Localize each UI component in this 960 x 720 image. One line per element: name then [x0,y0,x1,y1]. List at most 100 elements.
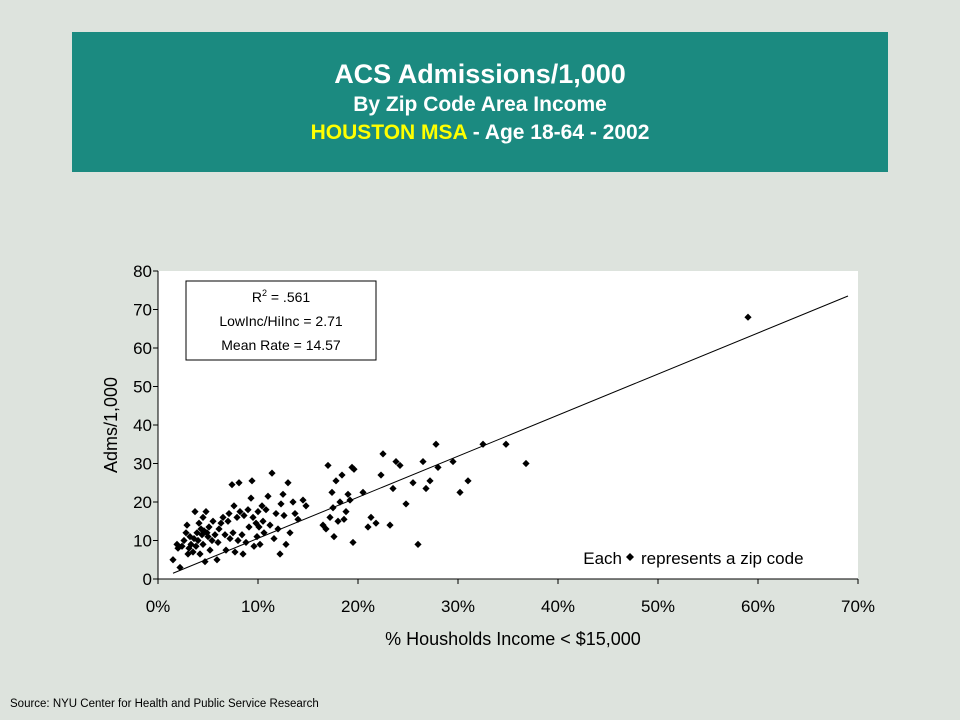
data-point [234,536,242,545]
data-point [203,529,211,537]
data-point [260,529,268,537]
age-year-label: - Age 18-64 - 2002 [466,121,650,144]
y-tick-label: 60 [133,339,152,358]
data-point [277,500,285,508]
data-point [183,521,191,529]
x-tick-label: 50% [641,597,675,616]
data-point [344,490,352,498]
data-point [392,457,400,466]
data-point [326,513,334,521]
data-point [217,519,225,527]
data-point [173,540,181,548]
y-tick-label: 30 [133,455,152,474]
data-point [284,479,292,487]
data-point [386,521,394,529]
data-point [196,550,204,558]
y-tick-label: 40 [133,416,152,435]
data-point [402,500,410,508]
data-point [432,440,440,448]
data-point [214,538,222,547]
data-point [280,511,288,520]
x-tick-label: 20% [341,597,375,616]
data-point [367,513,375,521]
data-point [231,548,239,556]
data-point [350,465,358,473]
data-point [456,488,464,496]
data-point [225,509,233,518]
data-point [204,533,212,541]
data-point [259,517,267,525]
data-point [219,513,227,521]
data-point [176,563,184,572]
data-point [359,488,367,496]
data-point [464,477,472,485]
region-label: HOUSTON MSA [310,121,467,144]
data-point [276,550,284,558]
chart-title: ACS Admissions/1,000 [334,59,626,89]
data-point [379,450,387,458]
data-point [349,538,357,547]
data-point [346,496,354,504]
data-point [255,523,263,531]
data-point [334,517,342,525]
y-tick-label: 80 [133,262,152,281]
data-point [238,531,246,539]
data-point [211,531,219,539]
data-point [191,508,199,516]
y-tick-label: 0 [143,570,152,589]
x-tick-label: 0% [146,597,171,616]
data-point [409,479,417,487]
data-point [322,525,330,533]
data-point [342,508,350,516]
x-tick-label: 60% [741,597,775,616]
data-point [502,440,510,448]
mean-rate-text: Mean Rate = 14.57 [221,337,341,353]
data-point [434,463,442,471]
data-point [332,477,340,485]
data-point [236,508,244,516]
y-tick-label: 10 [133,532,152,551]
data-point [224,517,232,525]
data-point [174,544,182,552]
data-point [245,523,253,531]
data-point [221,531,229,539]
data-point [364,523,372,531]
data-point [239,550,247,558]
data-point [209,517,217,525]
chart-subtitle: By Zip Code Area Income [353,93,607,116]
data-point [268,469,276,477]
data-point [319,521,327,529]
data-point [419,457,427,466]
data-point [330,533,338,541]
data-point [328,488,336,496]
data-point [185,544,193,552]
data-point [240,511,248,520]
data-point [192,542,200,550]
data-point [180,536,188,545]
data-point [205,523,213,531]
data-point [329,504,337,512]
data-point [193,529,201,537]
data-point [256,540,264,548]
data-point [372,519,380,527]
data-point [195,519,203,527]
r-squared-text: R2 = .561 [252,288,311,305]
data-point [230,502,238,510]
data-point [182,529,190,537]
legend-marker-icon [626,553,634,561]
data-point [222,546,230,554]
data-point [202,508,210,516]
data-point [389,484,397,493]
data-point [187,540,195,548]
data-point [201,558,209,566]
source-note: Source: NYU Center for Health and Public… [10,698,319,710]
x-tick-label: 10% [241,597,275,616]
scatter-chart: 0 10 20 30 40 50 60 70 80 0% 10% 20% 30% 40% 50% 60% 70… [101,262,875,649]
data-point [226,534,234,543]
data-point [215,525,223,533]
x-axis: 0% 10% 20% 30% 40% 50% 60% 70% [146,578,875,616]
legend-suffix: represents a zip code [641,549,804,568]
data-point [194,536,202,545]
y-axis-label: Adms/1,000 [101,377,121,473]
data-point [233,513,241,521]
